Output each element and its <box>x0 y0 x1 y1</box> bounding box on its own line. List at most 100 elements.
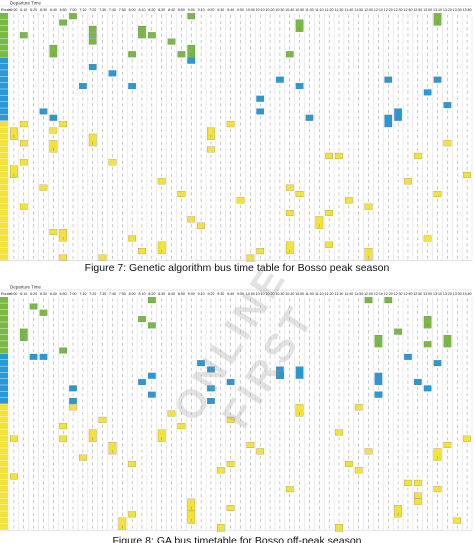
departure-cell <box>138 316 146 323</box>
route-label-cell <box>0 114 8 121</box>
departure-cell <box>29 353 38 360</box>
departure-cell <box>354 467 363 474</box>
timetable-row-yellow <box>0 460 468 467</box>
timetable-row-yellow <box>0 241 468 255</box>
departure-cell <box>423 235 432 242</box>
header-cell: 9:00 <box>188 292 195 296</box>
route-label-cell <box>0 523 8 530</box>
departure-cell <box>148 391 156 398</box>
route-label-cell <box>0 70 8 77</box>
timetable-row-green <box>0 32 468 39</box>
header-cell: 7:20 <box>89 8 96 12</box>
header-cell: 8:40 <box>168 8 175 12</box>
header-cell: 13:20 <box>443 8 452 12</box>
departure-cell <box>433 13 442 26</box>
header-cell: 9:30 <box>217 292 224 296</box>
header-cell: 13:40 <box>463 8 472 12</box>
route-label-cell <box>0 197 8 204</box>
timetable-row-yellow <box>0 127 468 140</box>
timetable-row-blue <box>0 391 468 398</box>
departure-cell <box>374 372 383 386</box>
timetable-row-green <box>0 322 468 329</box>
timetable-row-yellow <box>0 222 468 229</box>
departure-cell <box>295 191 304 197</box>
header-cell: 11:40 <box>344 8 353 12</box>
table-title: Departure Time <box>10 285 42 290</box>
departure-cell <box>345 461 353 467</box>
departure-cell <box>59 121 68 128</box>
figure-7-timetable: Departure Time Route 6:00 6:10 6:20 6:30 6:40 6… <box>0 0 474 262</box>
route-label-cell <box>0 429 8 436</box>
timetable-row-blue <box>0 366 468 379</box>
departure-cell <box>216 524 225 532</box>
route-label-cell <box>0 366 8 373</box>
header-cell: 11:10 <box>315 292 324 296</box>
header-cell: 8:50 <box>178 292 185 296</box>
departure-cell <box>443 442 452 448</box>
departure-cell <box>59 347 68 354</box>
timetable-row-green <box>0 19 468 32</box>
header-cell: 8:20 <box>148 292 155 296</box>
departure-cell <box>98 254 107 261</box>
timetable-row-green <box>0 51 468 58</box>
departure-cell <box>138 379 146 385</box>
departure-cell <box>79 83 87 90</box>
departure-cell <box>226 461 235 467</box>
departure-cell <box>59 423 68 430</box>
header-cell: 13:40 <box>463 292 472 296</box>
route-label-cell <box>0 467 8 473</box>
departure-cell <box>128 235 136 242</box>
timetable-row-blue <box>0 114 468 128</box>
header-cell: 7:00 <box>70 292 77 296</box>
timetable-row-green <box>0 13 468 26</box>
departure-cell <box>216 467 225 474</box>
header-cell: 6:00 <box>10 8 17 12</box>
header-cell: 9:50 <box>237 292 244 296</box>
departure-cell <box>295 83 304 90</box>
timetable-row-yellow <box>0 235 468 242</box>
departure-cell <box>226 121 235 128</box>
departure-cell <box>108 70 117 77</box>
route-label-cell <box>0 385 8 392</box>
departure-cell <box>413 498 422 505</box>
route-label-cell <box>0 517 8 524</box>
departure-cell <box>325 210 333 216</box>
timetable-row-yellow <box>0 479 468 486</box>
departure-cell <box>187 57 196 64</box>
departure-cell <box>364 203 373 210</box>
timetable-row-green <box>0 303 468 310</box>
timetable-row-yellow <box>0 203 468 210</box>
route-label-cell <box>0 486 8 492</box>
route-label-cell <box>0 159 8 165</box>
route-label-cell <box>0 13 8 19</box>
route-label-cell <box>0 328 8 335</box>
header-cell: 8:20 <box>148 8 155 12</box>
header-cell: 6:50 <box>60 292 67 296</box>
route-label-cell <box>0 51 8 58</box>
timetable-row-green <box>0 309 468 316</box>
header-cell: 13:30 <box>453 8 462 12</box>
header-cell: 8:30 <box>158 8 165 12</box>
departure-cell <box>413 479 422 486</box>
departure-cell <box>394 108 402 121</box>
departure-cell <box>39 184 48 191</box>
departure-cell <box>49 44 58 58</box>
departure-cell <box>463 435 471 442</box>
departure-cell <box>404 479 412 486</box>
route-label-cell <box>0 247 8 254</box>
timetable-row-yellow <box>0 146 468 153</box>
departure-cell <box>384 114 393 128</box>
departure-cell <box>148 32 156 39</box>
timetable-row-yellow <box>0 209 468 216</box>
timetable-row-blue <box>0 397 468 404</box>
timetable-row-yellow <box>0 467 468 474</box>
timetable-row-yellow <box>0 184 468 191</box>
timetable-row-yellow <box>0 171 471 178</box>
departure-cell <box>226 379 235 385</box>
departure-cell <box>315 216 324 229</box>
route-label-cell <box>0 127 8 134</box>
header-cell: 6:00 <box>10 292 17 296</box>
departure-cell <box>88 25 97 32</box>
header-cell: Route <box>1 292 11 296</box>
departure-cell <box>207 127 215 140</box>
